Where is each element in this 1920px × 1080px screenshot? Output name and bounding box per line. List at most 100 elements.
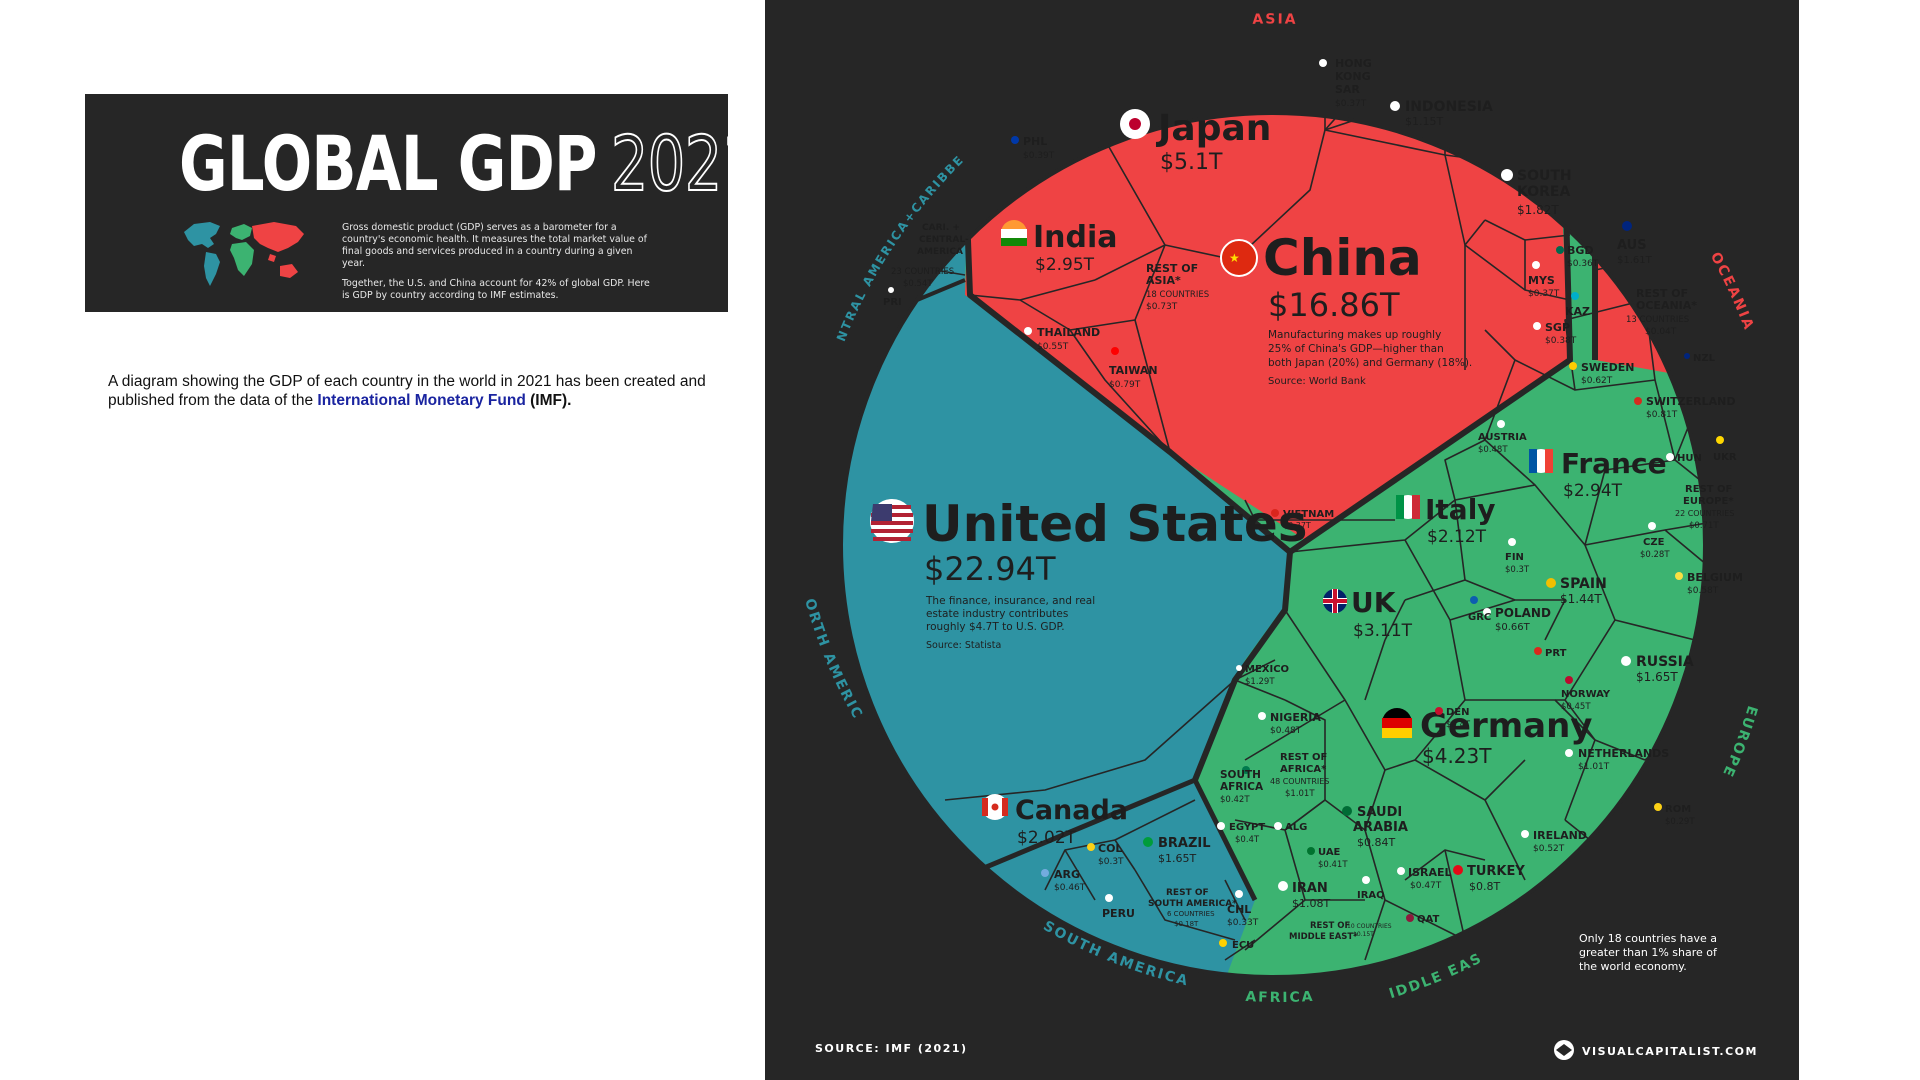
- sweden-name: SWEDEN: [1581, 361, 1634, 374]
- belgium-value: $0.58T: [1687, 586, 1719, 596]
- turkey-name: TURKEY: [1467, 864, 1525, 879]
- iraq-flag-icon: [1362, 876, 1370, 884]
- india-value: $2.95T: [1035, 255, 1095, 275]
- cell-nzl: NZL: [1684, 353, 1716, 364]
- den-flag-icon: [1435, 707, 1443, 715]
- cell-hong-kong: HONG KONG SAR $0.37T: [1319, 57, 1372, 109]
- region-label-asia: ASIA: [1252, 11, 1298, 27]
- saudi-label-1: SAUDI: [1357, 805, 1402, 820]
- poland-value: $0.66T: [1495, 622, 1531, 633]
- ukr-flag-icon: [1716, 436, 1724, 444]
- bgd-value: $0.36T: [1567, 259, 1599, 269]
- cell-south-korea: SOUTH KOREA $1.82T: [1501, 168, 1572, 217]
- gdp-voronoi-panel: ASIA OCEANIA EUROPE MIDDLE EAST AFRICA S…: [765, 0, 1799, 1080]
- cell-cze: CZE $0.28T: [1640, 522, 1670, 560]
- india-name: India: [1033, 220, 1118, 255]
- cell-peru: PERU: [1102, 894, 1135, 920]
- mys-value: $0.37T: [1528, 289, 1560, 299]
- cell-bgd: BGD $0.36T: [1556, 244, 1599, 269]
- indonesia-value: $1.15T: [1405, 115, 1443, 128]
- cell-mexico: MEXICO $1.29T: [1236, 664, 1289, 687]
- nigeria-name: NIGERIA: [1270, 711, 1321, 724]
- col-value: $0.3T: [1098, 857, 1124, 867]
- south-korea-label-2: KOREA: [1517, 184, 1570, 200]
- prt-flag-icon: [1534, 647, 1542, 655]
- cell-united-states: United States $22.94T The finance, insur…: [870, 495, 1308, 651]
- norway-flag-icon: [1565, 676, 1573, 684]
- arg-name: ARG: [1054, 868, 1080, 881]
- iran-flag-icon: [1278, 881, 1288, 891]
- brand-label[interactable]: VISUALCAPITALIST.COM: [1582, 1045, 1758, 1058]
- source-label: SOURCE: IMF (2021): [815, 1042, 968, 1055]
- israel-value: $0.47T: [1410, 881, 1442, 891]
- spain-flag-icon: [1546, 578, 1556, 588]
- cell-israel: ISRAEL $0.47T: [1397, 866, 1452, 891]
- usa-source: Source: Statista: [926, 640, 1001, 651]
- hong-kong-label-2: KONG: [1335, 70, 1371, 83]
- spain-name: SPAIN: [1560, 576, 1607, 592]
- cell-italy: Italy $2.12T: [1396, 493, 1496, 547]
- cell-netherlands: NETHERLANDS $1.01T: [1565, 747, 1669, 772]
- cell-taiwan: TAIWAN $0.79T: [1109, 347, 1158, 390]
- cari-label-2: CENTRAL-: [919, 235, 969, 245]
- sweden-value: $0.62T: [1581, 376, 1613, 386]
- chl-name: CHL: [1227, 903, 1251, 916]
- uk-name: UK: [1351, 586, 1397, 619]
- fin-flag-icon: [1508, 538, 1516, 546]
- rom-name: ROM: [1665, 804, 1691, 815]
- usa-note-1: The finance, insurance, and real: [925, 595, 1095, 607]
- rom-value: $0.29T: [1665, 817, 1695, 827]
- brazil-name: BRAZIL: [1158, 836, 1211, 851]
- phl-flag-icon: [1011, 136, 1019, 144]
- mexico-flag-icon: [1236, 665, 1242, 671]
- pri-flag-icon: [888, 287, 894, 293]
- saudi-flag-icon: [1342, 806, 1352, 816]
- cell-switzerland: SWITZERLAND $0.81T: [1634, 395, 1735, 420]
- china-note-2: 25% of China's GDP—higher than: [1268, 343, 1444, 355]
- bgd-flag-icon: [1556, 246, 1564, 254]
- qat-name: QAT: [1417, 914, 1439, 925]
- hong-kong-value: $0.37T: [1335, 99, 1367, 109]
- cell-phl: PHL $0.39T: [1011, 135, 1055, 161]
- taiwan-name: TAIWAN: [1109, 364, 1158, 377]
- cell-germany: Germany $4.23T: [1382, 706, 1592, 768]
- cell-col: COL $0.3T: [1087, 842, 1124, 867]
- south-africa-label-2: AFRICA: [1220, 781, 1264, 793]
- ecu-name: ECU: [1232, 940, 1254, 951]
- cell-rest-of-oceania: REST OF OCEANIA* 13 COUNTRIES $0.04T: [1626, 287, 1697, 337]
- china-note-1: Manufacturing makes up roughly: [1268, 329, 1441, 341]
- cell-rest-of-europe: REST OF EUROPE* 22 COUNTRIES $0.71T: [1675, 484, 1734, 531]
- cell-central-america: CARI. + CENTRAL- AMERICA 23 COUNTRIES $0…: [891, 223, 969, 289]
- imf-link[interactable]: International Monetary Fund: [317, 392, 526, 409]
- cze-value: $0.28T: [1640, 550, 1670, 560]
- qat-flag-icon: [1406, 914, 1414, 922]
- sgp-name: SGP: [1545, 321, 1570, 334]
- rest-sa-label-3: 6 COUNTRIES: [1167, 910, 1215, 918]
- cari-label-3: AMERICA: [917, 247, 963, 257]
- vietnam-value: $0.37T: [1283, 521, 1311, 530]
- south-africa-flag-icon: [1242, 766, 1250, 774]
- rest-europe-label-3: 22 COUNTRIES: [1675, 509, 1734, 518]
- hong-kong-label-3: SAR: [1335, 83, 1360, 96]
- egypt-flag-icon: [1217, 822, 1225, 830]
- switzerland-name: SWITZERLAND: [1646, 395, 1735, 408]
- header-description: Gross domestic product (GDP) serves as a…: [342, 222, 652, 310]
- usa-name: United States: [922, 495, 1308, 553]
- cell-chl: CHL $0.33T: [1227, 890, 1259, 928]
- cell-iran: IRAN $1.08T: [1278, 881, 1330, 910]
- cell-iraq: IRAQ: [1357, 876, 1385, 901]
- cell-turkey: TURKEY $0.8T: [1453, 864, 1525, 893]
- usa-value: $22.94T: [924, 550, 1056, 588]
- poland-name: POLAND: [1495, 606, 1551, 620]
- cell-austria: AUSTRIA $0.48T: [1478, 420, 1527, 455]
- cell-brazil: BRAZIL $1.65T: [1143, 836, 1211, 865]
- rest-me-label-1: REST OF: [1310, 921, 1350, 931]
- cell-uae: UAE $0.41T: [1307, 847, 1348, 870]
- indonesia-flag-icon: [1390, 101, 1400, 111]
- cell-saudi-arabia: SAUDI ARABIA $0.84T: [1342, 805, 1408, 849]
- rest-oceania-value: $0.04T: [1645, 327, 1677, 337]
- rest-oceania-label-3: 13 COUNTRIES: [1626, 315, 1689, 325]
- france-name: France: [1561, 447, 1667, 480]
- usa-note-2: estate industry contributes: [926, 608, 1068, 620]
- netherlands-name: NETHERLANDS: [1578, 747, 1669, 760]
